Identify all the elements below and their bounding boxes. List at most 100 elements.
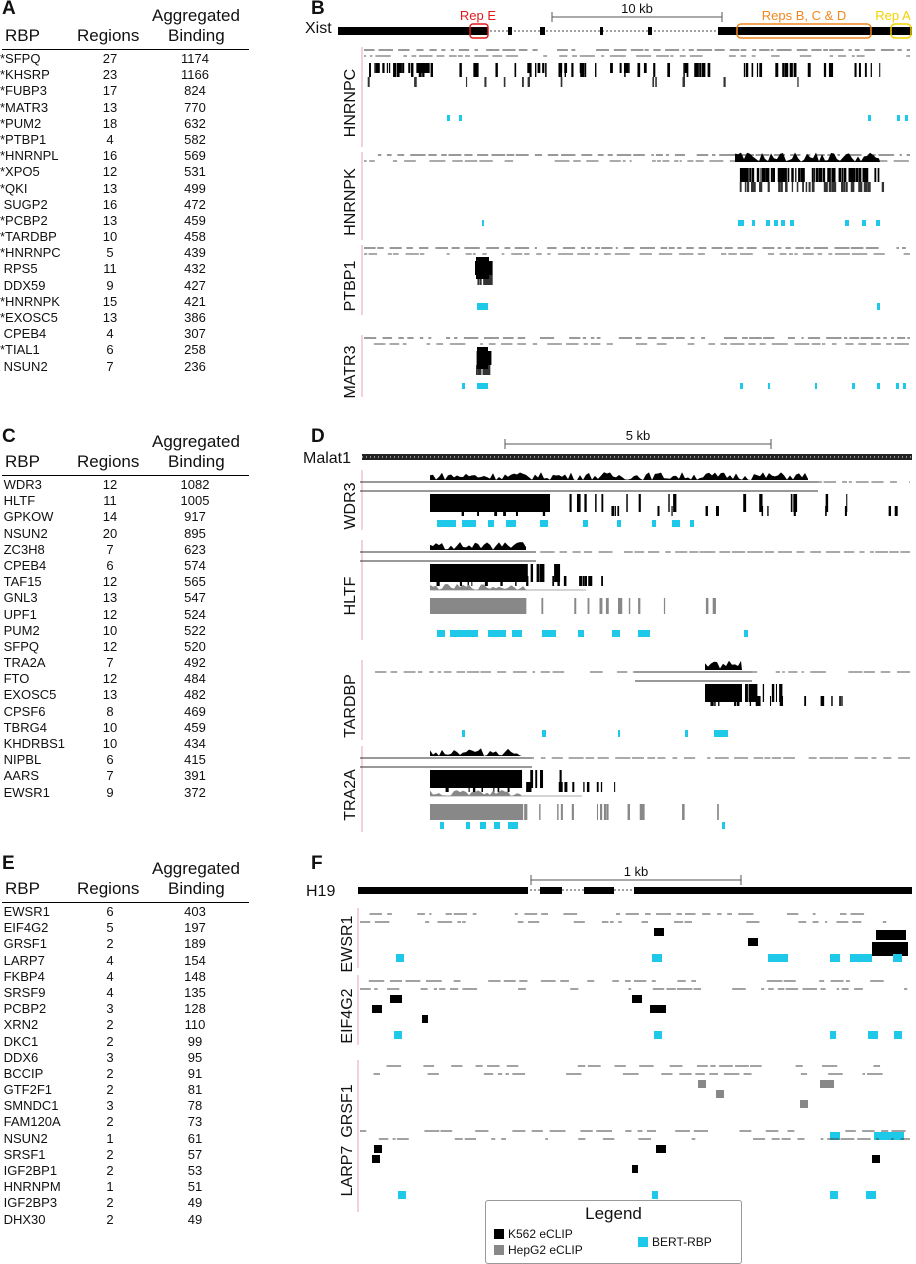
k562-block <box>872 942 908 950</box>
k562-peak <box>482 261 485 275</box>
table-row: *QKI 13 499 <box>0 181 250 197</box>
k562-peak <box>751 168 755 182</box>
gene-exon <box>648 27 652 35</box>
track-label-larp7: LARP7 <box>339 1146 356 1197</box>
k562-peak <box>493 564 497 582</box>
cell-regions: 14 <box>102 509 118 525</box>
cell-regions: 27 <box>102 51 118 66</box>
track-label-hnrnpc: HNRNPC <box>342 69 359 137</box>
k562-peak <box>529 494 531 512</box>
k562-peak <box>569 494 572 512</box>
k562-peak <box>582 63 585 77</box>
cell-regions: 16 <box>102 148 118 164</box>
k562-peak <box>476 365 478 375</box>
k562-peak <box>750 684 752 702</box>
k562-peak <box>367 77 370 87</box>
hepg2-block <box>800 1100 808 1108</box>
k562-peak <box>702 63 706 77</box>
reps-bcd-box <box>736 23 872 39</box>
k562-peak <box>791 168 794 182</box>
k562-peak <box>475 261 479 275</box>
k562-peak <box>435 770 437 788</box>
cell-rbp: *TIAL1 <box>0 342 40 358</box>
table-row: RPS5 11 432 <box>0 261 250 277</box>
cell-binding: 78 <box>187 1098 203 1114</box>
cell-binding: 91 <box>187 1065 203 1081</box>
k562-peak <box>493 770 497 788</box>
k562-peak <box>434 564 438 582</box>
k562-peak <box>555 564 559 582</box>
k562-peak <box>715 684 719 702</box>
cell-regions: 13 <box>102 212 118 228</box>
k562-peak <box>628 63 630 73</box>
cell-rbp: DKC1 <box>0 1033 39 1049</box>
k562-peak <box>564 63 567 77</box>
k562-peak <box>728 684 731 702</box>
k562-peak <box>515 506 518 516</box>
cell-regions: 20 <box>102 525 118 541</box>
k562-peak <box>485 275 488 285</box>
hepg2-peak <box>599 598 603 614</box>
k562-peak <box>795 168 797 182</box>
hepg2-peak <box>515 598 517 614</box>
k562-peak <box>580 63 583 77</box>
cell-binding: 482 <box>184 687 206 703</box>
legend-title: Legend <box>585 1204 642 1223</box>
cell-binding: 307 <box>184 326 206 342</box>
cell-rbp: NSUN2 <box>0 358 48 374</box>
cell-regions: 4 <box>106 326 114 342</box>
k562-peak <box>423 63 426 73</box>
k562-peak <box>459 576 463 586</box>
table-row: GPKOW 14 917 <box>0 509 250 525</box>
cell-regions: 6 <box>106 904 114 919</box>
cell-rbp: NSUN2 <box>0 525 48 541</box>
bert-rbp-hit <box>578 630 584 637</box>
hepg2-peak <box>519 804 521 820</box>
cell-binding: 57 <box>187 1146 203 1162</box>
table-c: RBP Regions Aggregated Binding WDR3 12 1082 H… <box>0 428 250 800</box>
k562-peak <box>473 63 477 77</box>
k562-peak <box>757 168 759 182</box>
hepg2-peak <box>571 804 574 820</box>
gene-exon <box>584 887 614 894</box>
table-header: RBP Regions Aggregated Binding <box>0 2 250 52</box>
table-e: RBP Regions Aggregated Binding EWSR1 6 403 EI… <box>0 855 250 1227</box>
k562-peak <box>684 63 688 73</box>
k562-peak <box>749 168 752 182</box>
k562-peak <box>468 782 470 792</box>
k562-peak <box>488 365 491 375</box>
k562-peak <box>452 564 455 582</box>
cell-rbp: TBRG4 <box>0 719 47 735</box>
cell-regions: 15 <box>102 293 118 309</box>
k562-block <box>430 564 526 582</box>
k562-peak <box>739 182 742 192</box>
cell-regions: 13 <box>102 590 118 606</box>
k562-peak <box>484 365 487 375</box>
table-row: GTF2F1 2 81 <box>0 1082 250 1098</box>
k562-peak <box>489 275 492 285</box>
cell-binding: 1082 <box>180 477 210 492</box>
k562-peak <box>772 168 775 182</box>
k562-peak <box>558 564 561 582</box>
gene-name-xist: Xist <box>305 20 332 37</box>
cell-rbp: BCCIP <box>0 1065 44 1081</box>
k562-peak <box>807 63 811 77</box>
bert-rbp-hit <box>868 115 871 121</box>
table-row: AARS 7 391 <box>0 768 250 784</box>
k562-peak <box>671 506 673 516</box>
table-row: IGF2BP1 2 53 <box>0 1163 250 1179</box>
hepg2-peak <box>600 804 603 820</box>
k562-peak <box>870 63 872 77</box>
k562-peak <box>488 351 492 365</box>
panel-label-c: C <box>2 426 16 447</box>
bert-rbp-hit <box>462 383 465 389</box>
k562-peak <box>503 77 506 87</box>
bert-rbp-hit <box>868 1031 878 1039</box>
k562-peak <box>657 506 660 516</box>
k562-peak <box>825 506 827 516</box>
k562-peak <box>427 63 430 73</box>
k562-peak <box>471 770 474 788</box>
cell-binding: 49 <box>187 1195 203 1211</box>
k562-peak <box>506 770 509 788</box>
k562-peak <box>800 168 803 182</box>
